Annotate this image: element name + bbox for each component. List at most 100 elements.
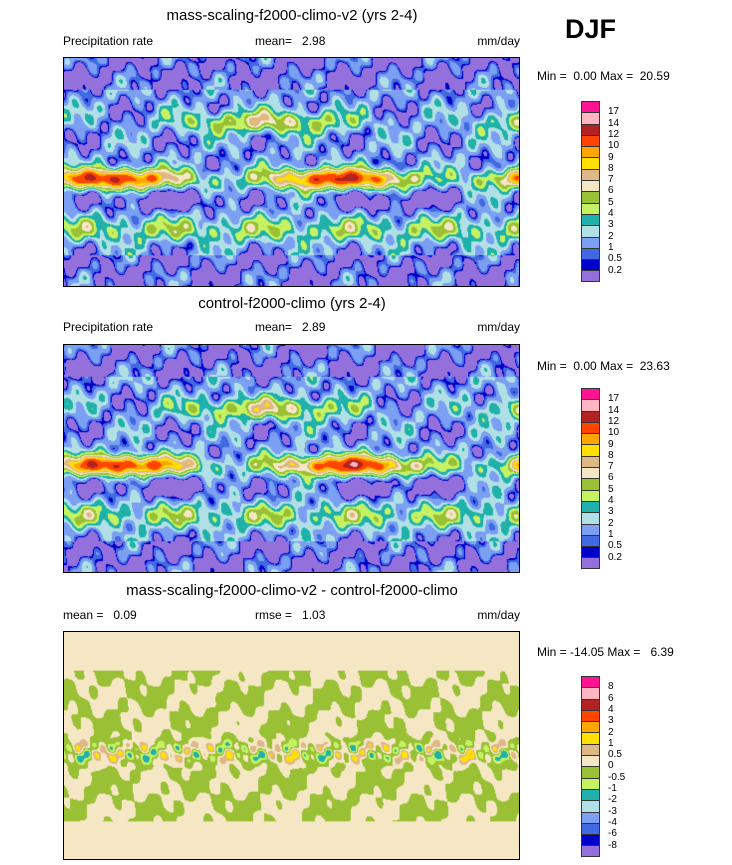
min-value: 0.00 — [573, 69, 597, 83]
panel2-mean: mean= 2.89 — [255, 320, 325, 334]
colorbar-tick-label: 10 — [608, 427, 620, 439]
colorbar-tick-label: 14 — [608, 404, 620, 416]
colorbar-tick-label: 4 — [608, 208, 614, 219]
colorbar-swatch — [581, 399, 600, 411]
colorbar-tick-label: 7 — [608, 461, 614, 473]
panel3-rmse: rmse = 1.03 — [255, 608, 325, 622]
colorbar-swatch — [581, 444, 600, 456]
colorbar-swatch — [581, 180, 600, 192]
colorbar-swatch — [581, 410, 600, 422]
colorbar-swatch — [581, 123, 600, 135]
colorbar-tick-label: 4 — [608, 495, 614, 506]
rmse-value: 1.03 — [302, 608, 326, 622]
colorbar-swatch — [581, 388, 600, 400]
colorbar-tick-label: -1 — [608, 783, 617, 794]
colorbar-tick-label: 3 — [608, 715, 614, 727]
colorbar-tick-label: 6 — [608, 185, 614, 197]
panel1-title: mass-scaling-f2000-climo-v2 (yrs 2-4) — [166, 7, 418, 24]
panel3-minmax: Min = -14.05 Max = 6.39 — [537, 645, 674, 659]
colorbar-swatch — [581, 157, 600, 169]
panel2-minmax: Min = 0.00 Max = 23.63 — [537, 359, 670, 373]
colorbar-tick-label: 17 — [608, 393, 620, 405]
colorbar-tick-label: 17 — [608, 106, 620, 118]
colorbar-swatch — [581, 247, 600, 260]
colorbar-swatch — [581, 202, 600, 214]
colorbar-swatch — [581, 788, 600, 801]
colorbar-tick-label: 8 — [608, 449, 614, 461]
panel3-colorbar — [581, 676, 600, 857]
colorbar-swatch — [581, 834, 600, 846]
max-value: 23.63 — [639, 359, 670, 373]
colorbar-tick-label: -2 — [608, 794, 617, 806]
colorbar-tick-label: -4 — [608, 816, 617, 828]
panel1-variable: Precipitation rate — [63, 34, 154, 48]
colorbar-swatch — [581, 512, 600, 524]
panel1-mean: mean= 2.98 — [255, 34, 325, 48]
panel1-precip-map — [63, 57, 520, 287]
colorbar-swatch — [581, 191, 600, 203]
colorbar-tick-label: 3 — [608, 506, 614, 518]
panel2-units: mm/day — [477, 320, 520, 334]
colorbar-tick-label: 6 — [608, 472, 614, 484]
colorbar-swatch — [581, 478, 600, 490]
panel2-variable: Precipitation rate — [63, 320, 154, 334]
colorbar-swatch — [581, 112, 600, 124]
colorbar-swatch — [581, 433, 600, 445]
colorbar-tick-label: -0.5 — [608, 771, 626, 783]
colorbar-tick-label: 0.5 — [608, 749, 622, 761]
colorbar-tick-label: 14 — [608, 117, 620, 129]
colorbar-tick-label: 10 — [608, 140, 620, 152]
panel2-precip-map — [63, 344, 520, 573]
panel3-title: mass-scaling-f2000-climo-v2 - control-f2… — [126, 582, 458, 599]
colorbar-tick-label: 0.5 — [608, 253, 622, 265]
colorbar-tick-label: 12 — [608, 128, 620, 140]
mean-label: mean= — [255, 320, 293, 334]
colorbar-tick-label: 4 — [608, 703, 614, 715]
colorbar-swatch — [581, 225, 600, 237]
max-label: Max = — [600, 69, 634, 83]
mean-label: mean = — [63, 608, 104, 622]
colorbar-swatch — [581, 557, 600, 569]
colorbar-swatch — [581, 213, 600, 226]
min-value: -14.05 — [570, 645, 605, 659]
colorbar-swatch — [581, 687, 600, 699]
colorbar-tick-label: 2 — [608, 230, 614, 242]
colorbar-swatch — [581, 743, 600, 756]
panel2-colorbar — [581, 388, 600, 569]
colorbar-swatch — [581, 676, 600, 688]
colorbar-tick-label: 1 — [608, 528, 614, 540]
colorbar-tick-label: 3 — [608, 219, 614, 231]
colorbar-tick-label: 6 — [608, 692, 614, 704]
min-label: Min = — [537, 69, 567, 83]
mean-value: 0.09 — [113, 608, 137, 622]
colorbar-tick-label: 0.2 — [608, 551, 622, 563]
min-label: Min = — [537, 359, 567, 373]
max-label: Max = — [607, 645, 641, 659]
colorbar-swatch — [581, 270, 600, 282]
season-label: DJF — [565, 14, 617, 44]
colorbar-swatch — [581, 811, 600, 823]
colorbar-swatch — [581, 500, 600, 513]
colorbar-swatch — [581, 777, 600, 789]
colorbar-swatch — [581, 421, 600, 434]
colorbar-tick-label: 9 — [608, 151, 614, 163]
colorbar-tick-label: 5 — [608, 483, 614, 495]
colorbar-swatch — [581, 146, 600, 158]
panel3-mean: mean = 0.09 — [63, 608, 137, 622]
colorbar-tick-label: 8 — [608, 162, 614, 174]
colorbar-swatch — [581, 236, 600, 248]
colorbar-swatch — [581, 698, 600, 710]
colorbar-swatch — [581, 467, 600, 479]
colorbar-tick-label: 1 — [608, 241, 614, 253]
colorbar-swatch — [581, 732, 600, 744]
min-value: 0.00 — [573, 359, 597, 373]
colorbar-swatch — [581, 546, 600, 558]
mean-label: mean= — [255, 34, 293, 48]
max-value: 20.59 — [639, 69, 670, 83]
mean-value: 2.89 — [302, 320, 326, 334]
colorbar-swatch — [581, 845, 600, 857]
colorbar-swatch — [581, 455, 600, 468]
max-label: Max = — [600, 359, 634, 373]
colorbar-swatch — [581, 168, 600, 181]
panel1-units: mm/day — [477, 34, 520, 48]
